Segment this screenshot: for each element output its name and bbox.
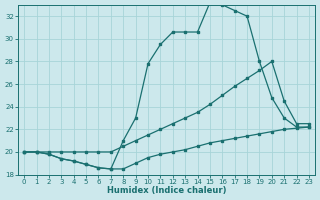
X-axis label: Humidex (Indice chaleur): Humidex (Indice chaleur) — [107, 186, 226, 195]
